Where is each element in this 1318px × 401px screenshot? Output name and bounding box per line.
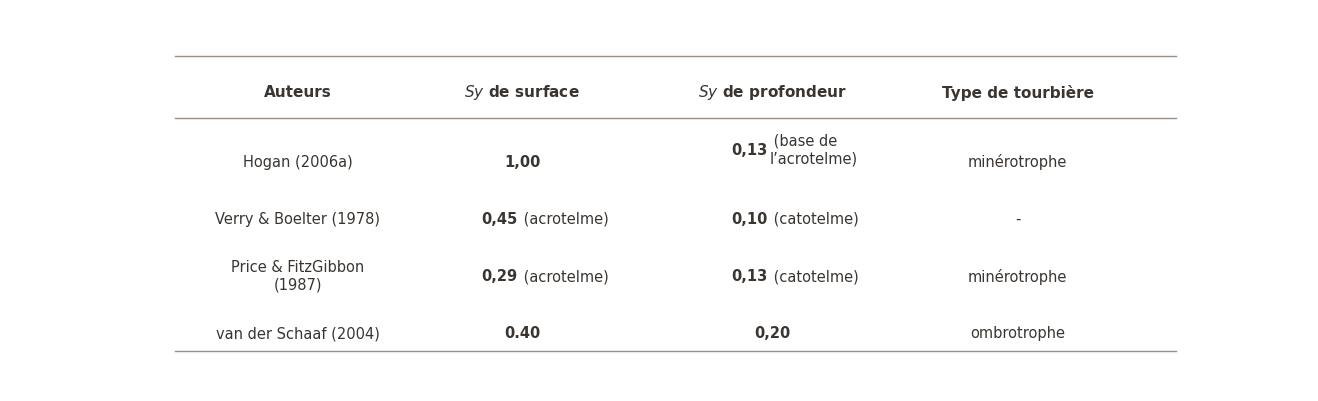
Text: $\it{Sy}$ de profondeur: $\it{Sy}$ de profondeur xyxy=(699,83,847,102)
Text: $\it{Sy}$ de surface: $\it{Sy}$ de surface xyxy=(464,83,580,102)
Text: 0.40: 0.40 xyxy=(503,326,540,341)
Text: Price & FitzGibbon
(1987): Price & FitzGibbon (1987) xyxy=(231,260,364,293)
Text: 0,13: 0,13 xyxy=(731,269,767,284)
Text: 0,20: 0,20 xyxy=(754,326,791,341)
Text: (catotelme): (catotelme) xyxy=(770,212,859,227)
Text: Type de tourbière: Type de tourbière xyxy=(941,85,1094,101)
Text: 0,10: 0,10 xyxy=(731,212,767,227)
Text: -: - xyxy=(1015,212,1020,227)
Text: (base de
l’acrotelme): (base de l’acrotelme) xyxy=(770,134,858,166)
Text: minérotrophe: minérotrophe xyxy=(967,269,1068,285)
Text: van der Schaaf (2004): van der Schaaf (2004) xyxy=(216,326,380,341)
Text: Hogan (2006a): Hogan (2006a) xyxy=(243,155,352,170)
Text: ombrotrophe: ombrotrophe xyxy=(970,326,1065,341)
Text: 0,29: 0,29 xyxy=(481,269,517,284)
Text: 0,13: 0,13 xyxy=(731,142,767,158)
Text: (catotelme): (catotelme) xyxy=(770,269,859,284)
Text: (acrotelme): (acrotelme) xyxy=(519,269,609,284)
Text: minérotrophe: minérotrophe xyxy=(967,154,1068,170)
Text: Auteurs: Auteurs xyxy=(264,85,331,100)
Text: (acrotelme): (acrotelme) xyxy=(519,212,609,227)
Text: 0,45: 0,45 xyxy=(481,212,517,227)
Text: 1,00: 1,00 xyxy=(503,155,540,170)
Text: Verry & Boelter (1978): Verry & Boelter (1978) xyxy=(215,212,380,227)
